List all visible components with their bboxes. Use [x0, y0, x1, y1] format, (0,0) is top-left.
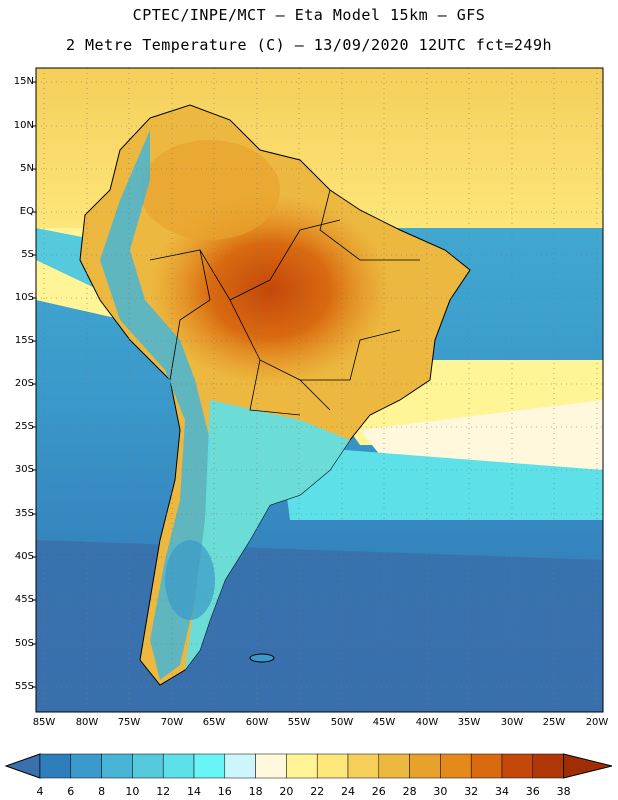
- lat-label: 55S: [14, 681, 34, 692]
- lat-label: 50S: [14, 638, 34, 649]
- colorbar-cell: [193, 753, 226, 779]
- colorbar-tick-label: 34: [495, 785, 509, 798]
- colorbar-tick-label: 24: [341, 785, 355, 798]
- colorbar-cell: [70, 753, 102, 779]
- lon-label: 65W: [202, 717, 226, 728]
- colorbar-tick-label: 36: [525, 785, 540, 798]
- lat-label: 5S: [21, 249, 34, 260]
- lon-label: 30W: [500, 717, 524, 728]
- colorbar-cell: [224, 753, 256, 779]
- colorbar-tick-label: 26: [371, 785, 386, 798]
- ocean-cold-band: [36, 540, 603, 712]
- colorbar-low-arrow: [4, 753, 41, 779]
- colorbar-tick-label: 6: [67, 785, 75, 798]
- lat-label: 40S: [14, 551, 34, 562]
- colorbar-cell: [440, 753, 472, 779]
- lon-label: 60W: [245, 717, 269, 728]
- lat-label: 15S: [14, 335, 34, 346]
- falkland-islands: [249, 653, 275, 663]
- lat-label: 15N: [13, 76, 34, 87]
- southern-cone-cool-region: [185, 400, 350, 670]
- country-borders: [149, 189, 420, 416]
- lat-label: 25S: [14, 421, 34, 432]
- map-frame: [35, 67, 604, 713]
- amazon-warm-region: [140, 140, 280, 240]
- lat-label: 5N: [20, 163, 34, 174]
- colorbar-cell: [162, 753, 195, 779]
- lat-label: 10N: [13, 120, 34, 131]
- lat-label: 35S: [14, 508, 34, 519]
- lon-label: 85W: [32, 717, 56, 728]
- colorbar-tick-label: 22: [310, 785, 325, 798]
- map-subtitle: 2 Metre Temperature (C) – 13/09/2020 12U…: [65, 36, 553, 54]
- axis-ticks: [32, 81, 36, 688]
- colorbar-cell: [532, 753, 564, 779]
- colorbar-cell: [470, 753, 503, 779]
- colorbar-high-arrow: [563, 753, 613, 779]
- colorbar-tick-label: 28: [402, 785, 417, 798]
- lon-label: 80W: [75, 717, 99, 728]
- colorbar-cell: [409, 753, 441, 779]
- colorbar-tick-label: 4: [36, 785, 44, 798]
- map-area: [36, 68, 603, 712]
- lon-label: 35W: [457, 717, 481, 728]
- lon-label: 55W: [287, 717, 311, 728]
- lat-label: 45S: [14, 594, 34, 605]
- lat-label: 30S: [14, 464, 34, 475]
- colorbar-cell: [255, 753, 287, 779]
- lat-label: 20S: [14, 378, 34, 389]
- colorbar-tick-label: 16: [217, 785, 232, 798]
- colorbar-tick-label: 30: [433, 785, 448, 798]
- lon-label: 70W: [160, 717, 184, 728]
- lat-label: 10S: [14, 292, 34, 303]
- lon-label: 25W: [542, 717, 566, 728]
- colorbar-cell: [101, 753, 133, 779]
- colorbar-cell: [501, 753, 534, 779]
- lon-label: 50W: [330, 717, 354, 728]
- lon-label: 75W: [117, 717, 141, 728]
- colorbar-tick-label: 38: [556, 785, 571, 798]
- colorbar-cell: [347, 753, 380, 779]
- lat-label: EQ: [19, 206, 34, 217]
- colorbar-tick-label: 8: [98, 785, 106, 798]
- colorbar-cell: [132, 753, 164, 779]
- colorbar-tick-label: 32: [464, 785, 479, 798]
- colorbar-tick-label: 12: [156, 785, 171, 798]
- lon-label: 20W: [585, 717, 609, 728]
- colorbar-tick-label: 14: [187, 785, 201, 798]
- ocean-mild-band: [360, 400, 603, 470]
- colorbar-cell: [378, 753, 410, 779]
- colorbar-tick-label: 18: [248, 785, 263, 798]
- map-title: CPTEC/INPE/MCT – Eta Model 15km – GFS: [132, 6, 486, 24]
- colorbar-tick-label: 20: [279, 785, 294, 798]
- hot-interior-region: [150, 195, 390, 385]
- colorbar-cell: [316, 753, 349, 779]
- ocean-cool-band: [280, 445, 603, 520]
- patagonia-cold-region: [165, 540, 215, 620]
- colorbar-tick-label: 10: [125, 785, 140, 798]
- colorbar-cell: [286, 753, 318, 779]
- lon-label: 40W: [415, 717, 439, 728]
- temperature-colorbar: [4, 753, 613, 779]
- lon-label: 45W: [372, 717, 396, 728]
- colorbar-cell: [39, 753, 72, 779]
